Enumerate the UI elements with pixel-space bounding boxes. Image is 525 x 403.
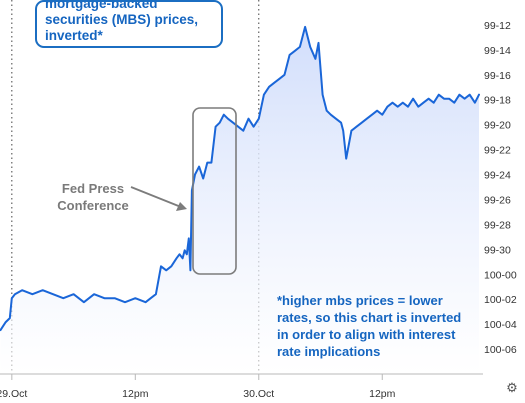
inversion-footnote: *higher mbs prices = lower rates, so thi… [277, 293, 462, 359]
y-tick-label: 100-04 [484, 319, 517, 331]
x-tick-label: 30.Oct [243, 388, 274, 400]
series-line [0, 25, 480, 332]
series-area [0, 26, 479, 375]
fed-press-conference-label: Fed Press Conference [57, 181, 129, 213]
gear-icon[interactable]: ⚙ [506, 380, 518, 395]
chart-title: mortgage-backed securities (MBS) prices,… [45, 0, 199, 43]
x-tick-label: 29.Oct [0, 388, 27, 400]
y-tick-label: 99-16 [484, 70, 511, 82]
y-tick-label: 100-00 [484, 269, 517, 281]
y-tick-label: 99-12 [484, 20, 511, 32]
press-conference-arrow [130, 186, 182, 208]
y-tick-label: 99-20 [484, 120, 511, 132]
x-tick-label: 12pm [122, 388, 149, 400]
chart-title-box: mortgage-backed securities (MBS) prices,… [35, 0, 223, 48]
y-tick-label: 99-18 [484, 95, 511, 107]
y-tick-label: 99-26 [484, 194, 511, 206]
y-tick-label: 99-22 [484, 145, 511, 157]
y-tick-label: 99-30 [484, 244, 511, 256]
y-tick-label: 99-14 [484, 45, 511, 57]
press-conference-arrowhead [176, 202, 187, 211]
x-tick-label: 12pm [369, 388, 396, 400]
y-tick-label: 99-28 [484, 219, 511, 231]
y-tick-label: 99-24 [484, 170, 511, 182]
y-tick-label: 100-02 [484, 294, 517, 306]
y-tick-label: 100-06 [484, 344, 517, 356]
press-conference-highlight [192, 107, 237, 275]
